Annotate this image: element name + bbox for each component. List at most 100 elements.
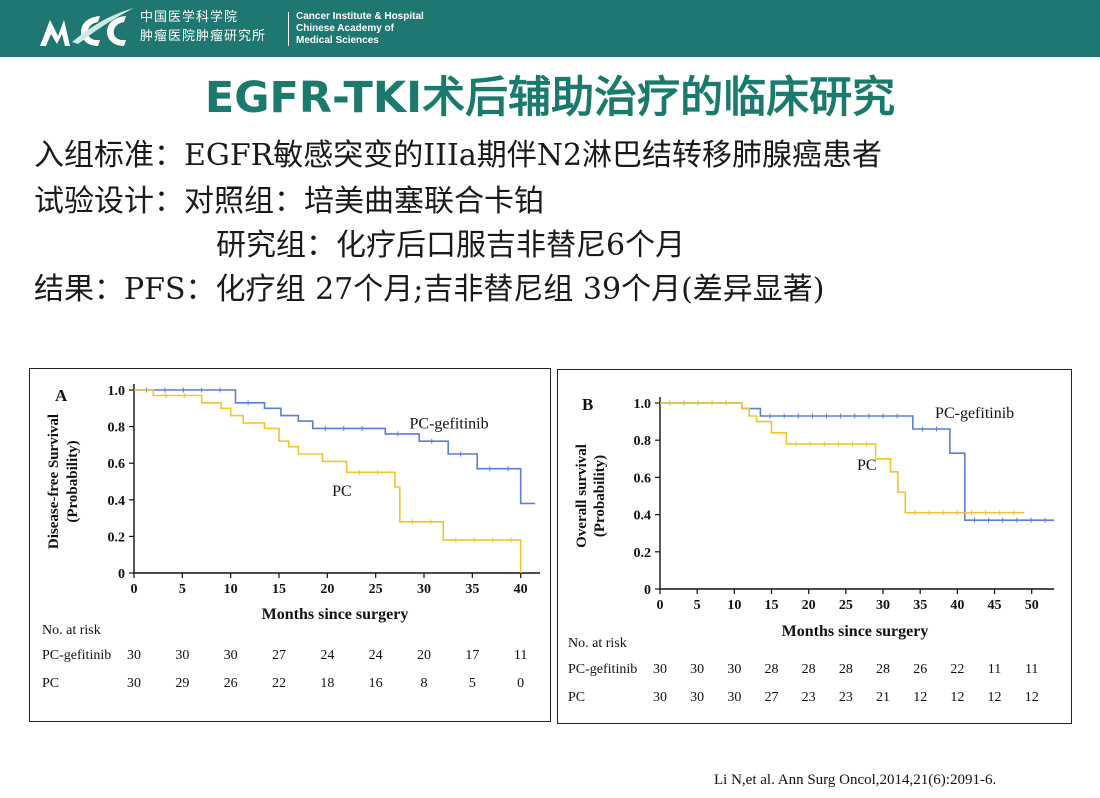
chart1-risk-value: 26 — [224, 676, 238, 691]
km-chart-b: B 0 0.2 0.4 0.6 0.8 1.0 0 5 10 15 20 25 30 35 40 45 50 Ove… — [568, 395, 1054, 705]
chart2-risk-row-label: PC — [568, 690, 585, 705]
chart1-risk-value: 11 — [514, 648, 527, 663]
km-panel-a: A 0 0.2 0.4 0.6 0.8 1.0 0 5 10 15 20 25 30 35 40 Disease… — [29, 368, 551, 722]
chart1-risk-value: 8 — [421, 676, 428, 691]
chart2-x-tick-label: 15 — [765, 598, 779, 613]
chart1-risk-value: 30 — [175, 648, 189, 663]
chart2-risk-value: 28 — [839, 662, 853, 677]
chart2-y-tick-label: 0.8 — [634, 434, 652, 449]
chart1-risk-value: 30 — [127, 648, 141, 663]
chart2-x-tick-label: 25 — [839, 598, 853, 613]
chart2-risk-value: 30 — [727, 690, 741, 705]
chart2-y-tick-label: 0.2 — [634, 546, 652, 561]
chart1-panel-label: A — [55, 386, 68, 405]
chart2-y-tick-label: 0.6 — [634, 471, 652, 486]
chart1-series-pc — [134, 389, 522, 573]
en-name-line3: Medical Sciences — [296, 35, 379, 46]
cn-name-line1: 中国医学科学院 — [140, 10, 239, 25]
chart1-x-tick-label: 20 — [320, 582, 334, 597]
chart2-risk-value: 12 — [950, 690, 964, 705]
chart2-x-tick-label: 20 — [802, 598, 816, 613]
chart2-risk-value: 30 — [690, 662, 704, 677]
chart2-x-tick-label: 40 — [950, 598, 964, 613]
chart1-y-tick-label: 0.8 — [108, 421, 126, 436]
chart1-risk-value: 24 — [369, 648, 383, 663]
cn-name-line2: 肿瘤医院肿瘤研究所 — [140, 29, 267, 44]
chart2-y-label-line1: Overall survival — [574, 444, 590, 548]
chart1-risk-row-label: PC — [42, 676, 59, 691]
chart2-x-tick-label: 0 — [657, 598, 664, 613]
chart1-risk-row-label: PC-gefitinib — [42, 648, 111, 663]
chart1-risk-value: 24 — [320, 648, 334, 663]
chart2-annotation: PC-gefitinib — [935, 405, 1014, 422]
km-chart-a: A 0 0.2 0.4 0.6 0.8 1.0 0 5 10 15 20 25 30 35 40 Disease… — [42, 384, 540, 691]
chart2-risk-value: 30 — [653, 662, 667, 677]
chart1-risk-value: 27 — [272, 648, 286, 663]
header-bar: 中国医学科学院 肿瘤医院肿瘤研究所 Cancer Institute & Hos… — [0, 0, 1100, 57]
chart1-x-tick-label: 30 — [417, 582, 431, 597]
chart2-x-tick-label: 35 — [913, 598, 927, 613]
chart2-risk-value: 12 — [1025, 690, 1039, 705]
chart2-risk-value: 26 — [913, 662, 927, 677]
design-line-2: 研究组：化疗后口服吉非替尼6个月 — [216, 228, 686, 263]
chart2-risk-value: 23 — [802, 690, 816, 705]
km-panel-b: B 0 0.2 0.4 0.6 0.8 1.0 0 5 10 15 20 25 30 35 40 45 50 Ove… — [557, 369, 1072, 724]
chart1-risk-value: 17 — [465, 648, 479, 663]
chart1-risk-title: No. at risk — [42, 623, 101, 638]
chart2-y-tick-label: 1.0 — [634, 397, 652, 412]
chart2-risk-value: 11 — [988, 662, 1001, 677]
chart1-risk-value: 16 — [369, 676, 383, 691]
chart1-y-label-line2: (Probability) — [65, 440, 81, 522]
chart2-risk-value: 30 — [653, 690, 667, 705]
chart1-annotation: PC — [332, 483, 352, 500]
design-line: 试验设计：对照组：培美曲塞联合卡铂 — [34, 184, 544, 219]
chart1-y-tick-label: 0 — [118, 567, 125, 582]
chart2-risk-value: 28 — [765, 662, 779, 677]
chart2-panel-label: B — [582, 395, 593, 414]
chart1-x-tick-label: 40 — [514, 582, 528, 597]
chart2-y-tick-label: 0.4 — [634, 509, 652, 524]
chart2-risk-value: 28 — [876, 662, 890, 677]
chart1-risk-value: 20 — [417, 648, 431, 663]
chart1-x-tick-label: 15 — [272, 582, 286, 597]
chart2-x-tick-label: 5 — [694, 598, 701, 613]
chart1-risk-value: 18 — [320, 676, 334, 691]
chart1-risk-value: 5 — [469, 676, 476, 691]
chart1-x-tick-label: 35 — [465, 582, 479, 597]
chart2-risk-value: 30 — [727, 662, 741, 677]
institute-chinese-name: 中国医学科学院 肿瘤医院肿瘤研究所 — [140, 8, 266, 46]
chart1-y-label-line1: Disease-free Survival — [46, 414, 62, 549]
slide-title: EGFR-TKI术后辅助治疗的临床研究 — [204, 73, 896, 123]
chart2-risk-row-label: PC-gefitinib — [568, 662, 637, 677]
chart2-risk-value: 30 — [690, 690, 704, 705]
chart2-y-label-line2: (Probability) — [592, 455, 608, 537]
chart1-y-tick-label: 0.2 — [108, 530, 126, 545]
chart1-y-tick-label: 0.4 — [108, 494, 126, 509]
result-line: 结果：PFS：化疗组 27个月;吉非替尼组 39个月(差异显著) — [34, 272, 825, 307]
chart2-y-tick-label: 0 — [644, 583, 651, 598]
chart2-risk-value: 12 — [913, 690, 927, 705]
chart1-x-tick-label: 25 — [369, 582, 383, 597]
chart1-x-tick-label: 0 — [131, 582, 138, 597]
chart1-series-pc-gefitinib — [134, 389, 536, 505]
chart1-annotation: PC-gefitinib — [410, 415, 489, 432]
chart2-risk-value: 23 — [839, 690, 853, 705]
chart1-x-tick-label: 5 — [179, 582, 186, 597]
chart2-x-label: Months since surgery — [782, 623, 929, 640]
chart1-risk-value: 22 — [272, 676, 286, 691]
chart1-risk-value: 29 — [175, 676, 189, 691]
citation: Li N,et al. Ann Surg Oncol,2014,21(6):20… — [714, 772, 997, 788]
chart2-x-tick-label: 50 — [1025, 598, 1039, 613]
chart1-y-tick-label: 0.6 — [108, 457, 126, 472]
institute-english-name: Cancer Institute & Hospital Chinese Acad… — [296, 11, 424, 47]
criteria-line: 入组标准：EGFR敏感突变的IIIa期伴N2淋巴结转移肺腺癌患者 — [34, 138, 883, 173]
chart1-y-tick-label: 1.0 — [108, 384, 126, 399]
institute-logo — [40, 8, 134, 46]
chart2-series-pc — [660, 402, 1025, 514]
chart1-risk-value: 30 — [127, 676, 141, 691]
chart2-risk-title: No. at risk — [568, 636, 627, 651]
chart2-risk-value: 28 — [802, 662, 816, 677]
chart1-x-label: Months since surgery — [262, 606, 409, 623]
chart2-risk-value: 22 — [950, 662, 964, 677]
header-divider — [288, 12, 289, 46]
